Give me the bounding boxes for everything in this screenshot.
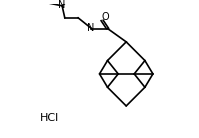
Text: HCl: HCl	[39, 113, 59, 123]
Text: N: N	[87, 23, 95, 33]
Text: N: N	[58, 0, 65, 10]
Text: O: O	[101, 12, 109, 22]
